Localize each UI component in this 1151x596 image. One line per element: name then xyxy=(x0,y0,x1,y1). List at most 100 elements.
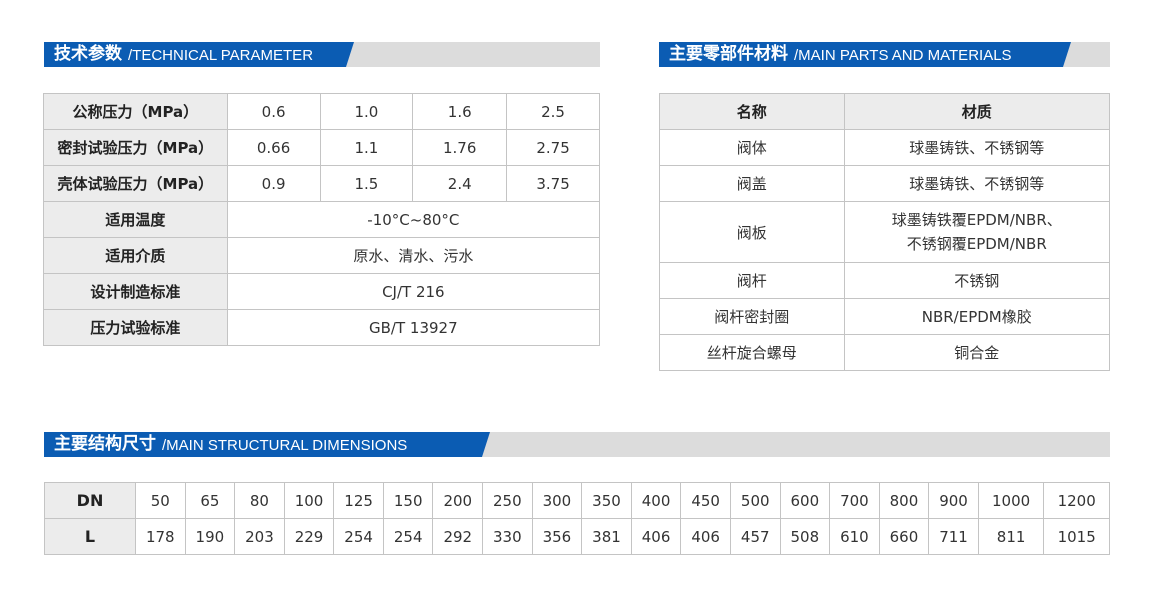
cell-value: 150 xyxy=(382,482,434,519)
cell-value: 330 xyxy=(482,518,533,555)
row-label: 密封试验压力（MPa） xyxy=(43,129,228,166)
cell-value: 125 xyxy=(333,482,384,519)
material-line: 球墨铸铁、不锈钢等 xyxy=(909,175,1045,193)
table-row: 适用温度 -10°C~80°C xyxy=(43,201,601,238)
table-row: 阀杆 不锈钢 xyxy=(659,262,1110,299)
part-name: 阀盖 xyxy=(659,165,845,202)
cell-value: 811 xyxy=(977,518,1045,555)
dimensions-table: DN 50 65 80 100 125 150 200 250 300 350 400 450 500 60… xyxy=(44,482,1110,555)
section-title-cn: 技术参数 xyxy=(54,44,122,64)
table-row: 阀杆密封圈 NBR/EPDM橡胶 xyxy=(659,298,1110,335)
table-row: 公称压力（MPa） 0.6 1.0 1.6 2.5 xyxy=(43,93,600,130)
section-title-cn: 主要零部件材料 xyxy=(669,44,788,64)
table-row: 阀盖 球墨铸铁、不锈钢等 xyxy=(659,165,1110,202)
cell-value: 190 xyxy=(184,518,236,555)
cell-value: 178 xyxy=(135,518,186,555)
material-line: NBR/EPDM橡胶 xyxy=(921,308,1032,326)
cell-value: 1.6 xyxy=(412,93,508,130)
part-material: NBR/EPDM橡胶 xyxy=(843,298,1110,335)
cell-value: 0.6 xyxy=(226,93,321,130)
cell-value: CJ/T 216 xyxy=(226,273,601,310)
table-row: 密封试验压力（MPa） 0.66 1.1 1.76 2.75 xyxy=(43,129,600,166)
table-row: 阀体 球墨铸铁、不锈钢等 xyxy=(659,129,1110,166)
cell-value: 711 xyxy=(928,518,979,555)
cell-value: 700 xyxy=(829,482,880,519)
materials-header: 主要零部件材料/MAIN PARTS AND MATERIALS xyxy=(659,42,1110,67)
row-label: DN xyxy=(44,482,136,519)
table-row: L 178 190 203 229 254 254 292 330 356 381 406 406 457… xyxy=(44,518,1110,555)
cell-value: 1000 xyxy=(977,482,1045,519)
table-row: DN 50 65 80 100 125 150 200 250 300 350 400 450 500 60… xyxy=(44,482,1110,519)
header-row: 名称 材质 xyxy=(659,93,1110,130)
cell-value: 100 xyxy=(283,482,335,519)
table-row: 设计制造标准 CJ/T 216 xyxy=(43,273,601,310)
cell-value: 508 xyxy=(779,518,831,555)
cell-value: 1.1 xyxy=(319,129,414,166)
section-title-en: /MAIN PARTS AND MATERIALS xyxy=(794,47,1012,64)
row-label: 设计制造标准 xyxy=(43,273,228,310)
cell-value: 1200 xyxy=(1043,482,1110,519)
cell-value: 292 xyxy=(432,518,484,555)
cell-value: 1.5 xyxy=(319,165,414,202)
cell-value: 356 xyxy=(531,518,583,555)
material-line: 不锈钢覆EPDM/NBR xyxy=(906,235,1047,253)
cell-value: 800 xyxy=(878,482,930,519)
cell-value: 450 xyxy=(680,482,731,519)
row-label: 压力试验标准 xyxy=(43,309,228,346)
cell-value: 600 xyxy=(779,482,831,519)
cell-value: 原水、清水、污水 xyxy=(226,237,601,274)
cell-value: 65 xyxy=(184,482,236,519)
part-name: 丝杆旋合螺母 xyxy=(659,334,845,371)
cell-value: 2.4 xyxy=(412,165,508,202)
cell-value: 250 xyxy=(482,482,533,519)
row-label: 适用温度 xyxy=(43,201,228,238)
table-row: 适用介质 原水、清水、污水 xyxy=(43,237,601,274)
cell-value: 3.75 xyxy=(506,165,600,202)
table-row: 壳体试验压力（MPa） 0.9 1.5 2.4 3.75 xyxy=(43,165,600,202)
cell-value: 2.75 xyxy=(506,129,600,166)
part-material: 球墨铸铁、不锈钢等 xyxy=(843,129,1110,166)
material-line: 球墨铸铁、不锈钢等 xyxy=(909,139,1045,157)
section-title-en: /TECHNICAL PARAMETER xyxy=(128,47,314,64)
cell-value: 1.0 xyxy=(319,93,414,130)
cell-value: 200 xyxy=(432,482,484,519)
part-material: 球墨铸铁、不锈钢等 xyxy=(843,165,1110,202)
cell-value: 381 xyxy=(581,518,632,555)
cell-value: 406 xyxy=(680,518,731,555)
cell-value: 350 xyxy=(581,482,632,519)
cell-value: 900 xyxy=(928,482,979,519)
cell-value: -10°C~80°C xyxy=(226,201,601,238)
technical-parameter-header: 技术参数/TECHNICAL PARAMETER xyxy=(44,42,600,67)
cell-value: 406 xyxy=(630,518,682,555)
cell-value: 2.5 xyxy=(506,93,600,130)
table-row: 阀板 球墨铸铁覆EPDM/NBR、 不锈钢覆EPDM/NBR xyxy=(659,201,1110,263)
materials-table: 名称 材质 阀体 球墨铸铁、不锈钢等 阀盖 球墨铸铁、不锈钢等 阀板 球墨铸铁覆EPDM/NB… xyxy=(659,93,1110,371)
part-material: 铜合金 xyxy=(843,334,1110,371)
column-header: 材质 xyxy=(843,93,1110,130)
material-line: 铜合金 xyxy=(954,344,1000,362)
part-name: 阀板 xyxy=(659,201,845,263)
cell-value: 457 xyxy=(729,518,781,555)
cell-value: 0.66 xyxy=(226,129,321,166)
part-material: 不锈钢 xyxy=(843,262,1110,299)
technical-parameter-table: 公称压力（MPa） 0.6 1.0 1.6 2.5 密封试验压力（MPa） 0.66 1.1 1… xyxy=(43,93,601,346)
cell-value: 203 xyxy=(234,518,285,555)
material-line: 球墨铸铁覆EPDM/NBR、 xyxy=(891,211,1062,229)
table-row: 压力试验标准 GB/T 13927 xyxy=(43,309,601,346)
part-name: 阀体 xyxy=(659,129,845,166)
part-name: 阀杆 xyxy=(659,262,845,299)
cell-value: 80 xyxy=(234,482,285,519)
section-title-cn: 主要结构尺寸 xyxy=(54,434,156,454)
cell-value: 400 xyxy=(630,482,682,519)
row-label: 公称压力（MPa） xyxy=(43,93,228,130)
material-line: 不锈钢 xyxy=(954,272,1000,290)
dimensions-header: 主要结构尺寸/MAIN STRUCTURAL DIMENSIONS xyxy=(44,432,1110,457)
cell-value: 254 xyxy=(333,518,384,555)
cell-value: 500 xyxy=(729,482,781,519)
cell-value: GB/T 13927 xyxy=(226,309,601,346)
cell-value: 610 xyxy=(829,518,880,555)
part-material: 球墨铸铁覆EPDM/NBR、 不锈钢覆EPDM/NBR xyxy=(843,201,1110,263)
cell-value: 1.76 xyxy=(412,129,508,166)
cell-value: 254 xyxy=(382,518,434,555)
section-title-en: /MAIN STRUCTURAL DIMENSIONS xyxy=(162,437,408,454)
